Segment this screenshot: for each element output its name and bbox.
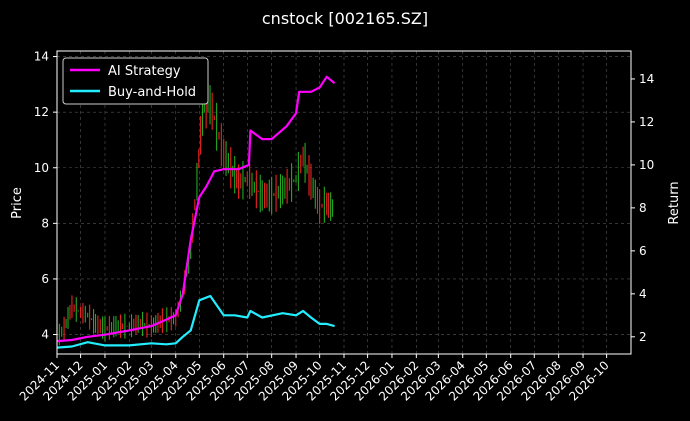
y-right-tick-label: 2 xyxy=(639,330,647,344)
y-right-tick-label: 12 xyxy=(639,115,654,129)
y-right-tick-label: 10 xyxy=(639,158,654,172)
y-right-tick-label: 6 xyxy=(639,244,647,258)
series-lines xyxy=(56,75,336,349)
y-left-tick-label: 6 xyxy=(41,272,49,286)
y-left-tick-label: 8 xyxy=(41,216,49,230)
price-candles xyxy=(56,77,334,346)
y-axis-left-label: Price xyxy=(10,187,25,219)
y-axis-right-label: Return xyxy=(667,181,682,224)
legend: AI Strategy Buy-and-Hold xyxy=(62,57,209,105)
y-right-tick-label: 4 xyxy=(639,287,647,301)
y-axis-right: 2 4 6 8 10 12 14 xyxy=(631,72,654,344)
y-left-tick-label: 4 xyxy=(41,328,49,342)
series-line-buy-and-hold xyxy=(56,294,335,349)
y-left-tick-label: 12 xyxy=(34,105,49,119)
y-right-tick-label: 8 xyxy=(639,201,647,215)
y-left-tick-label: 14 xyxy=(34,50,49,64)
series-line-ai-strategy xyxy=(56,75,336,343)
x-axis: 2024-112024-122025-012025-022025-032025-… xyxy=(17,354,612,404)
y-right-tick-label: 14 xyxy=(639,72,654,86)
y-axis-left: 4 6 8 10 12 14 xyxy=(34,50,57,342)
legend-label-ai-strategy: AI Strategy xyxy=(108,64,181,79)
chart-title: cnstock [002165.SZ] xyxy=(262,9,428,28)
legend-label-buy-and-hold: Buy-and-Hold xyxy=(108,85,196,100)
y-left-tick-label: 10 xyxy=(34,161,49,175)
